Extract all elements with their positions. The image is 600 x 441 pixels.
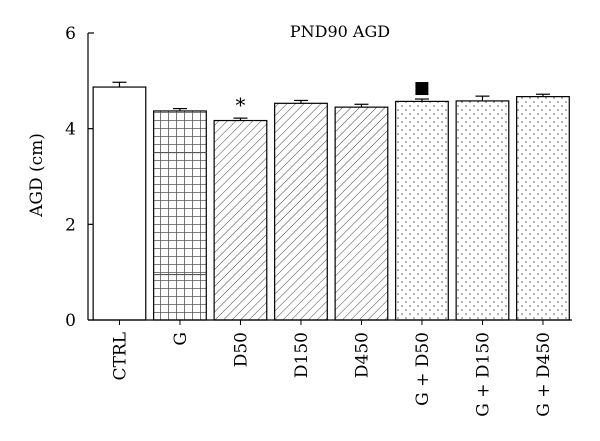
x-tick-label: G — [171, 332, 191, 346]
bars — [92, 81, 570, 321]
y-tick-label: 6 — [65, 24, 76, 44]
y-tick-label: 2 — [65, 215, 76, 235]
x-tick-label: D450 — [352, 332, 372, 378]
bar — [274, 102, 328, 321]
x-tick-label: G + D150 — [473, 332, 493, 417]
y-axis-label: AGD (cm) — [27, 133, 47, 218]
x-tick-label: G + D450 — [534, 332, 554, 417]
bar — [395, 100, 449, 321]
bar — [455, 100, 510, 321]
x-tick-label: D50 — [231, 332, 251, 367]
bar — [153, 110, 207, 321]
chart-title: PND90 AGD — [290, 22, 390, 41]
significance-marker: ■ — [414, 78, 430, 98]
y-axis: 0 2 4 6 — [65, 24, 94, 331]
x-tick-label: CTRL — [110, 332, 130, 380]
bar — [213, 119, 268, 321]
y-tick-label: 4 — [65, 120, 76, 140]
x-tick-label: D150 — [292, 332, 312, 378]
bar — [516, 96, 570, 321]
y-tick-label: 0 — [65, 311, 76, 331]
x-axis: CTRL G D50 D150 D450 G + D50 G + D150 G + D450 — [88, 319, 572, 417]
significance-marker: * — [235, 93, 245, 117]
x-tick-label: G + D50 — [413, 332, 433, 406]
bar — [92, 86, 147, 321]
bar — [334, 106, 389, 321]
annotations: *■ — [235, 78, 430, 117]
